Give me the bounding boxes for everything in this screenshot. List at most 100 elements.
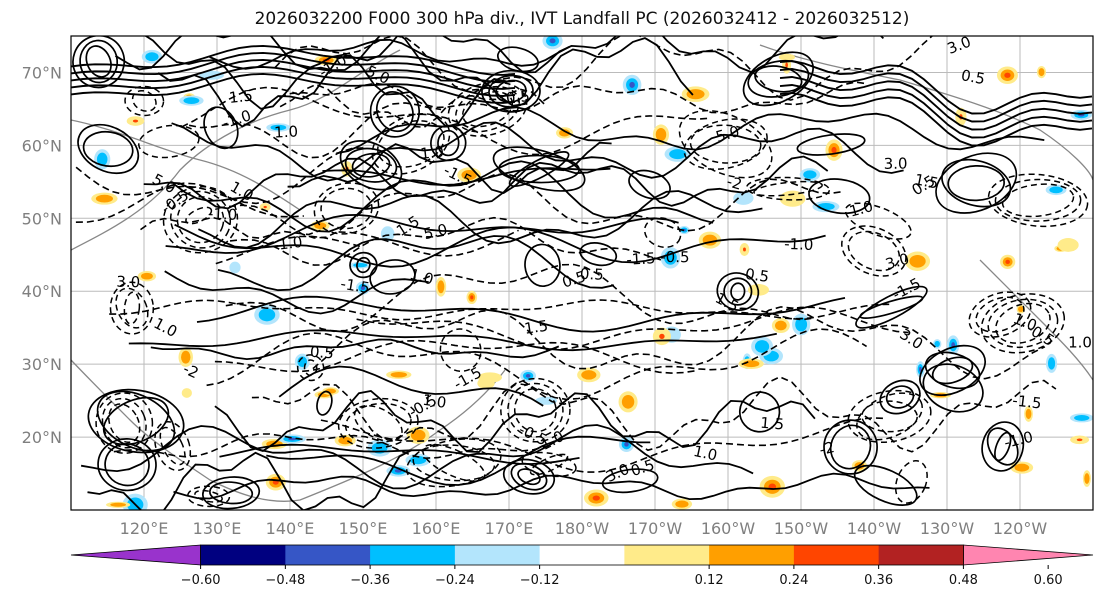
longitude-axis: 120°E 130°E 140°E 150°E 160°E 170°E 180°W 170°W… bbox=[120, 519, 1048, 538]
negative-contour-loop bbox=[303, 359, 318, 377]
positive-contour bbox=[71, 72, 516, 104]
contour-label: 0.5 bbox=[744, 265, 770, 286]
colorbar-segment bbox=[878, 545, 964, 565]
positive-div-fill bbox=[785, 62, 788, 68]
map-frame bbox=[70, 35, 1094, 511]
positive-contour-loop bbox=[808, 178, 871, 215]
contour-label: -2 bbox=[818, 438, 837, 459]
coastlines bbox=[71, 44, 1093, 502]
positive-div-fill bbox=[181, 388, 192, 398]
negative-contour-loop bbox=[439, 328, 482, 372]
positive-contour bbox=[779, 60, 1093, 115]
longitude-label: 130°W bbox=[920, 519, 975, 538]
coastline bbox=[71, 359, 506, 502]
colorbar-tick-label: −0.48 bbox=[265, 573, 305, 588]
negative-contour bbox=[225, 263, 814, 333]
positive-contour-loop bbox=[517, 468, 541, 486]
longitude-label: 160°E bbox=[412, 519, 461, 538]
negative-contour-loop bbox=[844, 202, 912, 240]
positive-contour bbox=[71, 58, 516, 90]
longitude-label: 140°E bbox=[266, 519, 315, 538]
negative-div-fill bbox=[380, 226, 395, 242]
longitude-label: 150°E bbox=[339, 519, 388, 538]
negative-contour-loop bbox=[461, 91, 514, 128]
longitude-label: 170°W bbox=[628, 519, 683, 538]
positive-contour-loop bbox=[508, 151, 570, 187]
positive-contour-loop bbox=[931, 356, 974, 385]
colorbar-segment bbox=[200, 545, 286, 565]
positive-contour-loop bbox=[87, 388, 185, 454]
latitude-label: 40°N bbox=[22, 282, 62, 301]
positive-contour-loop bbox=[601, 468, 659, 494]
negative-contour bbox=[140, 216, 321, 240]
negative-contour-loop bbox=[455, 85, 520, 133]
positive-contour-loop bbox=[981, 421, 1025, 472]
latitude-label: 20°N bbox=[22, 428, 62, 447]
negative-contour-loop bbox=[101, 397, 147, 449]
positive-div-fill bbox=[390, 372, 408, 378]
negative-contour bbox=[206, 328, 868, 401]
positive-div-fill bbox=[132, 119, 139, 123]
positive-contour-loop bbox=[747, 59, 810, 98]
colorbar-tick-label: −0.36 bbox=[350, 573, 390, 588]
negative-contour bbox=[181, 86, 710, 156]
negative-div-fill bbox=[535, 396, 557, 405]
negative-contour-loop bbox=[513, 387, 557, 433]
negative-contour-loop bbox=[108, 403, 141, 444]
negative-div-fill bbox=[96, 152, 108, 166]
positive-div-fill bbox=[1057, 238, 1079, 252]
positive-contour-loop bbox=[823, 419, 878, 475]
negative-contour-loop bbox=[109, 281, 155, 335]
positive-div-fill bbox=[263, 205, 267, 209]
positive-contour-loop bbox=[369, 259, 416, 295]
colorbar-ticks: −0.60 −0.48 −0.36 −0.24 −0.12 0.12 0.24 0.36 0.4… bbox=[181, 565, 1063, 588]
positive-contour-loop bbox=[730, 282, 746, 301]
positive-contour-loop bbox=[375, 91, 414, 133]
positive-contour-loop bbox=[96, 390, 176, 452]
positive-div-fill bbox=[743, 247, 746, 252]
negative-div-fill bbox=[270, 124, 287, 131]
negative-contour-loop bbox=[987, 298, 1059, 349]
positive-contour bbox=[217, 235, 615, 292]
positive-div-fill bbox=[831, 146, 837, 154]
negative-contour-loop bbox=[162, 185, 239, 254]
positive-contour-loop bbox=[738, 391, 781, 433]
contour-label: 3.0 bbox=[116, 273, 140, 292]
negative-contour bbox=[320, 417, 885, 473]
positive-contour-loop bbox=[202, 476, 261, 510]
negative-div-fill bbox=[803, 170, 817, 179]
positive-contour-loop bbox=[879, 379, 921, 415]
latitude-label: 50°N bbox=[22, 209, 62, 228]
negative-contour-loop bbox=[507, 382, 564, 438]
colorbar-tick-label: 0.48 bbox=[949, 573, 978, 588]
longitude-label: 120°W bbox=[993, 519, 1048, 538]
colorbar-segment bbox=[709, 545, 795, 565]
negative-contour bbox=[312, 306, 1046, 380]
negative-contour-loop bbox=[856, 392, 923, 441]
positive-contour-loop bbox=[716, 272, 760, 311]
positive-contour-loop bbox=[79, 39, 119, 84]
negative-div-fill bbox=[624, 442, 629, 447]
contour-labels: 5.01.03.01.51.0-23.03.00.5-1.05.0-1.0-0.… bbox=[116, 36, 1092, 486]
positive-div-fill bbox=[775, 320, 787, 331]
colorbar-tick-label: −0.24 bbox=[435, 573, 475, 588]
positive-contour-loop bbox=[351, 152, 391, 178]
positive-contour bbox=[164, 270, 429, 315]
positive-contour bbox=[165, 213, 826, 264]
positive-contour-loop bbox=[855, 285, 928, 329]
positive-contour-loop bbox=[742, 51, 814, 107]
contour-label: -1.0 bbox=[784, 235, 814, 254]
positive-contour-loop bbox=[986, 427, 1019, 466]
positive-contour bbox=[779, 76, 1093, 131]
positive-contour-loop bbox=[430, 124, 467, 162]
positive-div-fill bbox=[655, 127, 667, 142]
positive-contour-loop bbox=[77, 123, 140, 175]
positive-contour-loop bbox=[829, 424, 872, 470]
negative-contour-loop bbox=[194, 489, 223, 503]
negative-contour bbox=[75, 182, 304, 223]
colorbar-tick-label: 0.12 bbox=[695, 573, 724, 588]
negative-contour-loop bbox=[975, 296, 1025, 333]
positive-contour bbox=[71, 65, 516, 97]
contour-label: -1.5 bbox=[1011, 391, 1042, 412]
contour-label: 0.5 bbox=[309, 343, 334, 363]
